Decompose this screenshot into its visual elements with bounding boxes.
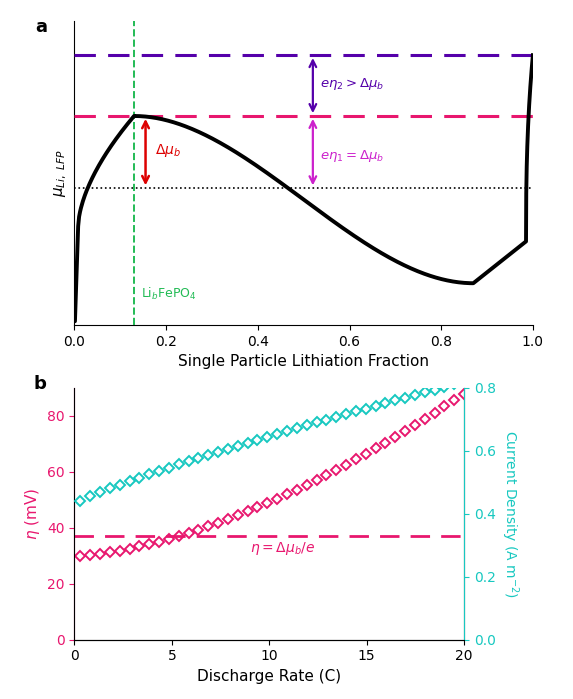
Text: $e\eta_1 = \Delta\mu_b$: $e\eta_1 = \Delta\mu_b$	[320, 148, 384, 164]
Text: $\eta = \Delta\mu_b/e$: $\eta = \Delta\mu_b/e$	[250, 540, 315, 556]
X-axis label: Discharge Rate (C): Discharge Rate (C)	[197, 669, 342, 684]
Text: $\Delta\mu_b$: $\Delta\mu_b$	[155, 142, 180, 159]
Text: Li$_b$FePO$_4$: Li$_b$FePO$_4$	[141, 286, 197, 302]
Text: a: a	[36, 18, 48, 36]
Y-axis label: $\eta$ (mV): $\eta$ (mV)	[22, 488, 42, 540]
Y-axis label: $\mu_{Li,\ LFP}$: $\mu_{Li,\ LFP}$	[53, 149, 69, 197]
X-axis label: Single Particle Lithiation Fraction: Single Particle Lithiation Fraction	[178, 354, 429, 369]
Text: $e\eta_2 > \Delta\mu_b$: $e\eta_2 > \Delta\mu_b$	[320, 75, 384, 92]
Text: b: b	[34, 375, 46, 394]
Y-axis label: Current Density (A m$^{-2}$): Current Density (A m$^{-2}$)	[499, 430, 521, 598]
